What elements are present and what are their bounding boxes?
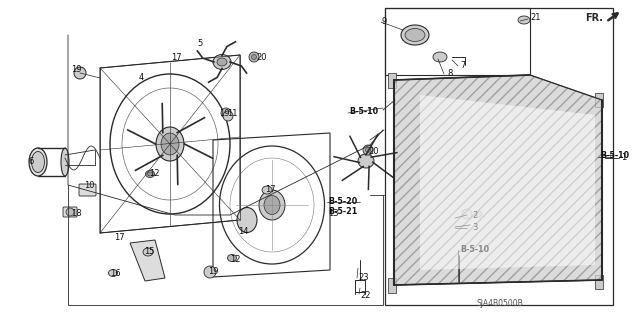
Text: 18: 18 [71, 210, 82, 219]
Ellipse shape [401, 25, 429, 45]
Text: B-5-20: B-5-20 [328, 197, 357, 205]
FancyBboxPatch shape [63, 207, 77, 217]
Circle shape [74, 67, 86, 79]
Text: 23: 23 [358, 272, 369, 281]
Circle shape [204, 266, 216, 278]
Circle shape [476, 211, 482, 217]
Text: 19: 19 [208, 268, 218, 277]
Polygon shape [420, 95, 595, 270]
Ellipse shape [147, 172, 152, 176]
Ellipse shape [237, 207, 257, 233]
Polygon shape [394, 75, 602, 285]
Ellipse shape [213, 55, 231, 70]
Ellipse shape [433, 52, 447, 62]
Ellipse shape [217, 58, 227, 66]
Text: B-5-10: B-5-10 [600, 152, 629, 160]
Text: 5: 5 [197, 40, 202, 48]
Text: 20: 20 [256, 54, 266, 63]
Bar [385, 8, 613, 305]
Text: 11: 11 [227, 109, 237, 118]
Ellipse shape [109, 270, 118, 277]
Circle shape [462, 209, 472, 219]
Text: SJA4B0500B: SJA4B0500B [477, 299, 524, 308]
Text: 16: 16 [110, 270, 120, 278]
Ellipse shape [31, 152, 45, 173]
Ellipse shape [227, 255, 237, 262]
Text: 17: 17 [114, 234, 125, 242]
Text: 20: 20 [368, 146, 378, 155]
Ellipse shape [259, 190, 285, 220]
Bar [388, 278, 396, 293]
Text: 9: 9 [381, 18, 387, 26]
Circle shape [66, 208, 74, 216]
Polygon shape [394, 75, 602, 285]
Bar [595, 93, 603, 107]
Text: 2: 2 [472, 211, 477, 219]
Text: 17: 17 [171, 53, 182, 62]
Text: 13: 13 [328, 210, 339, 219]
Text: 1: 1 [621, 153, 627, 162]
Ellipse shape [143, 248, 153, 256]
Ellipse shape [262, 186, 272, 194]
Circle shape [221, 108, 231, 118]
Ellipse shape [61, 148, 69, 176]
Ellipse shape [156, 127, 184, 161]
Text: 4: 4 [139, 72, 144, 81]
Bar [595, 275, 603, 289]
Text: 19: 19 [71, 65, 81, 75]
Ellipse shape [405, 28, 425, 41]
Bar [388, 73, 396, 88]
Circle shape [249, 52, 259, 62]
Circle shape [363, 145, 373, 155]
Ellipse shape [518, 16, 530, 24]
Ellipse shape [29, 148, 47, 176]
Ellipse shape [161, 133, 179, 155]
Text: 21: 21 [530, 13, 541, 23]
FancyBboxPatch shape [79, 184, 96, 196]
Text: 8: 8 [447, 69, 452, 78]
Text: 12: 12 [149, 168, 159, 177]
Text: 14: 14 [238, 227, 248, 236]
Ellipse shape [145, 170, 154, 177]
Text: 7: 7 [460, 61, 465, 70]
Text: 10: 10 [84, 182, 95, 190]
Circle shape [223, 111, 233, 121]
Text: 22: 22 [360, 291, 371, 300]
Bar [385, 8, 530, 75]
Circle shape [252, 55, 257, 60]
Ellipse shape [358, 154, 374, 168]
Circle shape [365, 147, 371, 152]
Text: 17: 17 [265, 184, 276, 194]
Text: 3: 3 [472, 224, 477, 233]
Text: 15: 15 [144, 247, 154, 256]
Polygon shape [130, 240, 165, 281]
Text: 12: 12 [230, 255, 241, 263]
Text: B-5-10: B-5-10 [349, 107, 378, 115]
Text: 6: 6 [28, 158, 33, 167]
Ellipse shape [264, 196, 280, 214]
Text: B-5-21: B-5-21 [328, 206, 357, 216]
Text: B-5-10: B-5-10 [460, 244, 489, 254]
Text: 19: 19 [219, 108, 230, 117]
Text: FR.: FR. [585, 13, 603, 23]
